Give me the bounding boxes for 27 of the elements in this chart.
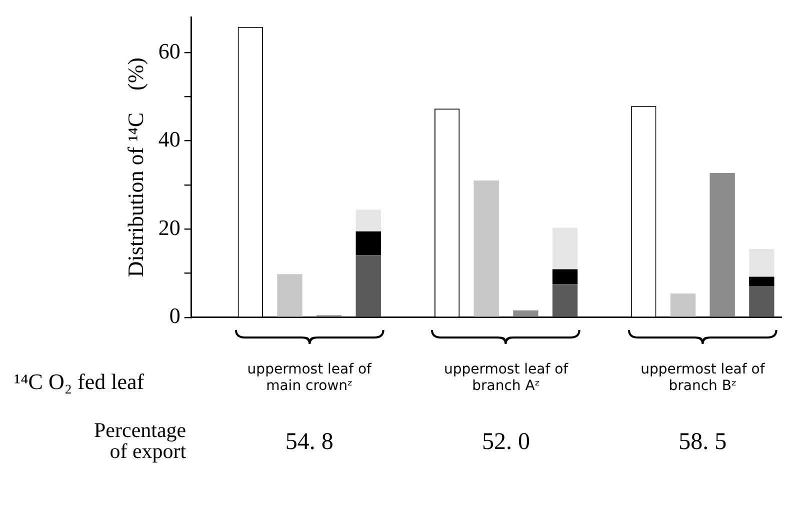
bar: [356, 255, 381, 317]
text: ¹⁴C O₂ fed leaf: [14, 369, 144, 396]
text: 54. 8: [285, 429, 334, 456]
bar: [356, 231, 381, 256]
bar: [670, 294, 696, 317]
bar: [749, 248, 774, 277]
bar: [513, 310, 538, 317]
y-tick-label: 40: [158, 126, 180, 152]
x-tick-label: uppermost leaf of branch Aᶻ: [444, 361, 570, 394]
text: 58. 5: [678, 429, 727, 456]
bar: [552, 269, 578, 284]
text: Percentage of export: [94, 418, 186, 464]
x-tick-label: uppermost leaf of branch Bᶻ: [640, 361, 766, 394]
bar: [474, 180, 499, 317]
bar: [749, 276, 774, 286]
bar: [356, 210, 381, 232]
bar: [749, 286, 774, 317]
y-tick-label: 0: [169, 303, 180, 328]
y-tick-label: 60: [158, 38, 180, 64]
bar: [552, 284, 578, 317]
bar: [552, 228, 578, 270]
x-tick-label: uppermost leaf of main crownᶻ: [247, 361, 373, 394]
bar: [710, 173, 735, 317]
y-axis-title: Distribution of ¹⁴C (%): [122, 58, 148, 278]
y-tick-label: 20: [158, 214, 180, 240]
bar: [277, 274, 302, 317]
text: 52. 0: [482, 429, 530, 456]
